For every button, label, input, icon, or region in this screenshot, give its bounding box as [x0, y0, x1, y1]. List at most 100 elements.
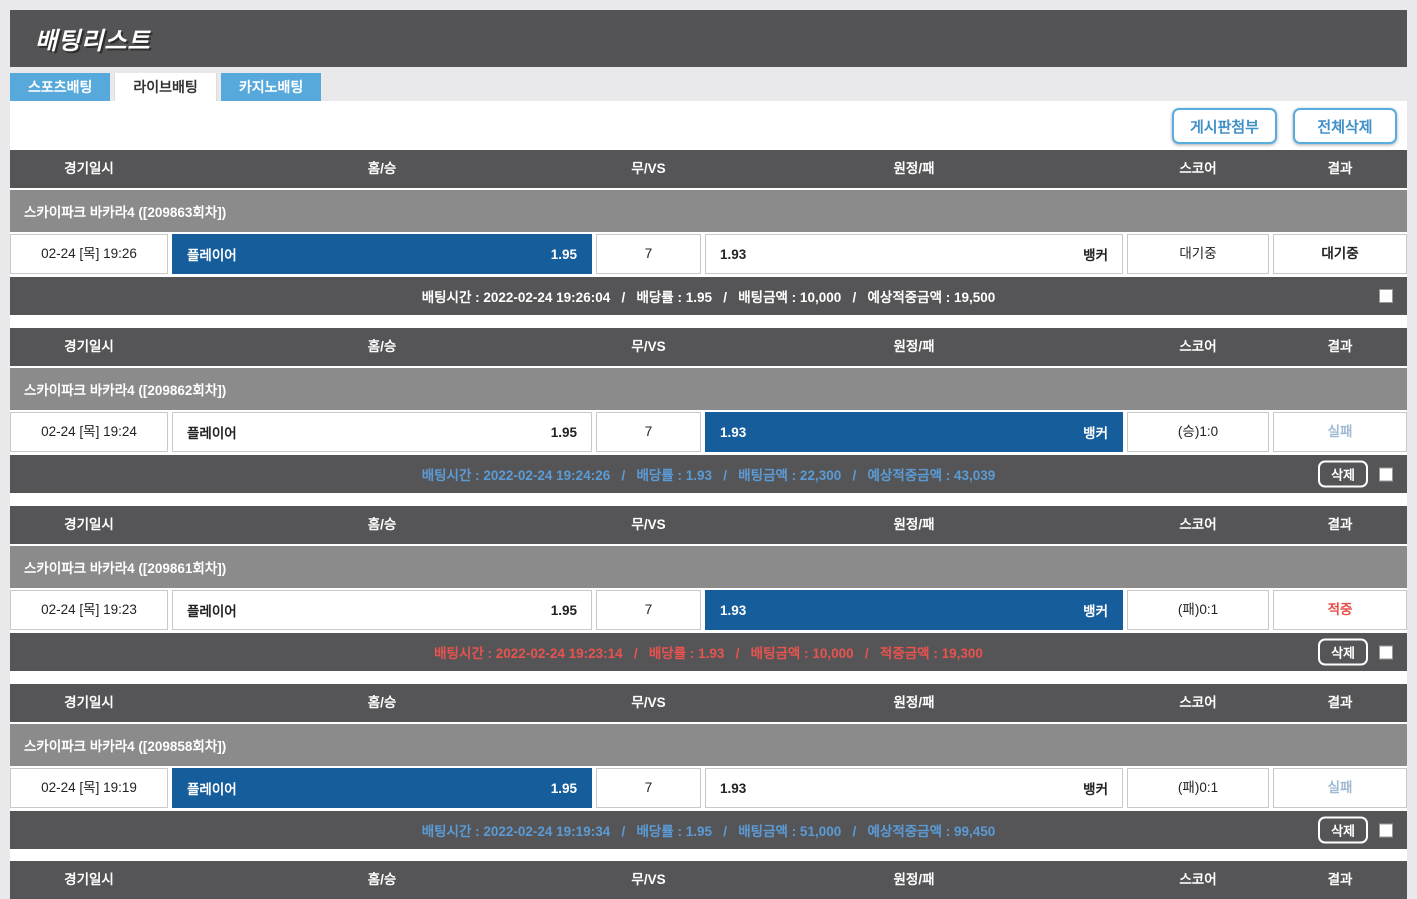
column-header-draw-vs: 무/VS [631, 161, 666, 176]
home-bet-cell: 플레이어 1.95 [172, 412, 592, 452]
row-checkbox[interactable] [1379, 823, 1393, 837]
bet-entry: 경기일시 홈/승 무/VS 원정/패 스코어 결과 스카이파크 바카라4 ([2… [10, 506, 1407, 671]
column-header-home-win: 홈/승 [367, 695, 397, 710]
column-header-score: 스코어 [1179, 872, 1217, 887]
home-odds: 1.95 [550, 246, 577, 262]
bet-row: 02-24 [목] 19:26 플레이어 1.95 7 1.93 뱅커 대기중 … [10, 234, 1407, 274]
home-odds: 1.95 [550, 780, 577, 796]
column-header-datetime: 경기일시 [64, 161, 114, 176]
bet-row: 02-24 [목] 19:23 플레이어 1.95 7 1.93 뱅커 (패)0… [10, 590, 1407, 630]
column-header-result: 결과 [1327, 872, 1353, 887]
home-bet-cell: 플레이어 1.95 [172, 234, 592, 274]
score-cell: (패)0:1 [1127, 768, 1269, 808]
bet-info-actions: 삭제 [1318, 460, 1393, 488]
column-header-score: 스코어 [1179, 161, 1217, 176]
column-header-draw-vs: 무/VS [631, 339, 666, 354]
column-header-score: 스코어 [1179, 339, 1217, 354]
toolbar: 게시판첨부 전체삭제 [10, 101, 1407, 144]
delete-all-button[interactable]: 전체삭제 [1293, 108, 1397, 144]
table-header-row: 경기일시 홈/승 무/VS 원정/패 스코어 결과 [10, 150, 1407, 188]
column-header-draw-vs: 무/VS [631, 695, 666, 710]
away-name: 뱅커 [1083, 782, 1108, 797]
board-attach-button[interactable]: 게시판첨부 [1171, 108, 1277, 144]
tab-sports-betting[interactable]: 스포츠배팅 [10, 73, 111, 101]
game-title-row: 스카이파크 바카라4 ([209862회차]) [10, 368, 1407, 410]
bet-entry: 경기일시 홈/승 무/VS 원정/패 스코어 결과 스카이파크 바카라4 ([2… [10, 150, 1407, 315]
page-frame: 배팅리스트 스포츠배팅 라이브배팅 카지노배팅 게시판첨부 전체삭제 경기일시 … [10, 10, 1407, 899]
game-title-row: 스카이파크 바카라4 ([209863회차]) [10, 190, 1407, 232]
result-text: 대기중 [1273, 234, 1407, 274]
column-header-datetime: 경기일시 [64, 339, 114, 354]
column-header-draw-vs: 무/VS [631, 517, 666, 532]
column-header-result: 결과 [1327, 339, 1353, 354]
game-datetime: 02-24 [목] 19:19 [10, 768, 168, 808]
column-header-home-win: 홈/승 [367, 517, 397, 532]
bet-info-text: 배팅시간 : 2022-02-24 19:23:14 / 배당률 : 1.93 … [434, 646, 983, 661]
tab-live-betting[interactable]: 라이브배팅 [114, 73, 217, 101]
away-bet-cell: 1.93 뱅커 [705, 234, 1123, 274]
bet-row: 02-24 [목] 19:19 플레이어 1.95 7 1.93 뱅커 (패)0… [10, 768, 1407, 808]
away-odds: 1.93 [720, 246, 747, 262]
home-odds: 1.95 [550, 424, 577, 440]
away-name: 뱅커 [1083, 248, 1108, 263]
column-header-result: 결과 [1327, 695, 1353, 710]
home-name: 플레이어 [187, 782, 237, 797]
game-datetime: 02-24 [목] 19:26 [10, 234, 168, 274]
bet-info-text: 배팅시간 : 2022-02-24 19:19:34 / 배당률 : 1.95 … [421, 824, 996, 839]
delete-button[interactable]: 삭제 [1318, 460, 1368, 488]
column-header-away-lose: 원정/패 [893, 161, 935, 176]
away-name: 뱅커 [1083, 426, 1108, 441]
home-name: 플레이어 [187, 248, 237, 263]
column-header-away-lose: 원정/패 [893, 339, 935, 354]
bet-entry: 경기일시 홈/승 무/VS 원정/패 스코어 결과 스카이파크 바카라4 ([2… [10, 684, 1407, 849]
page-title-bar: 배팅리스트 [10, 10, 1407, 67]
tab-bar: 스포츠배팅 라이브배팅 카지노배팅 [10, 73, 1407, 101]
score-cell: (승)1:0 [1127, 412, 1269, 452]
bet-info-row: 배팅시간 : 2022-02-24 19:24:26 / 배당률 : 1.93 … [10, 455, 1407, 493]
column-header-result: 결과 [1327, 517, 1353, 532]
away-name: 뱅커 [1083, 604, 1108, 619]
bet-entries: 경기일시 홈/승 무/VS 원정/패 스코어 결과 스카이파크 바카라4 ([2… [10, 150, 1407, 899]
home-bet-cell: 플레이어 1.95 [172, 590, 592, 630]
delete-button[interactable]: 삭제 [1318, 816, 1368, 844]
row-checkbox[interactable] [1379, 645, 1393, 659]
result-text: 적중 [1273, 590, 1407, 630]
column-header-away-lose: 원정/패 [893, 517, 935, 532]
bet-entry: 경기일시 홈/승 무/VS 원정/패 스코어 결과 스카이파크 바카라4 ([2… [10, 328, 1407, 493]
away-bet-cell: 1.93 뱅커 [705, 768, 1123, 808]
column-header-datetime: 경기일시 [64, 517, 114, 532]
column-header-away-lose: 원정/패 [893, 695, 935, 710]
game-title-row: 스카이파크 바카라4 ([209861회차]) [10, 546, 1407, 588]
delete-button[interactable]: 삭제 [1318, 638, 1368, 666]
column-header-draw-vs: 무/VS [631, 872, 666, 887]
game-title: 스카이파크 바카라4 ([209861회차]) [24, 561, 227, 576]
game-datetime: 02-24 [목] 19:23 [10, 590, 168, 630]
page-title: 배팅리스트 [35, 28, 151, 55]
home-name: 플레이어 [187, 604, 237, 619]
home-odds: 1.95 [550, 602, 577, 618]
content-panel: 게시판첨부 전체삭제 경기일시 홈/승 무/VS 원정/패 스코어 결과 스카이… [10, 101, 1407, 899]
game-title: 스카이파크 바카라4 ([209858회차]) [24, 739, 227, 754]
draw-vs-cell: 7 [596, 590, 701, 630]
bet-info-text: 배팅시간 : 2022-02-24 19:26:04 / 배당률 : 1.95 … [421, 290, 996, 305]
game-title-row: 스카이파크 바카라4 ([209858회차]) [10, 724, 1407, 766]
column-header-score: 스코어 [1179, 695, 1217, 710]
draw-vs-cell: 7 [596, 768, 701, 808]
home-bet-cell: 플레이어 1.95 [172, 768, 592, 808]
tab-casino-betting[interactable]: 카지노배팅 [220, 73, 322, 101]
result-text: 실패 [1273, 768, 1407, 808]
row-checkbox[interactable] [1379, 467, 1393, 481]
column-header-result: 결과 [1327, 161, 1353, 176]
bet-info-row: 배팅시간 : 2022-02-24 19:26:04 / 배당률 : 1.95 … [10, 277, 1407, 315]
away-bet-cell: 1.93 뱅커 [705, 412, 1123, 452]
draw-vs-cell: 7 [596, 412, 701, 452]
bet-info-row: 배팅시간 : 2022-02-24 19:23:14 / 배당률 : 1.93 … [10, 633, 1407, 671]
away-odds: 1.93 [720, 602, 747, 618]
away-bet-cell: 1.93 뱅커 [705, 590, 1123, 630]
column-header-away-lose: 원정/패 [893, 872, 935, 887]
table-header-row: 경기일시 홈/승 무/VS 원정/패 스코어 결과 [10, 506, 1407, 544]
row-checkbox[interactable] [1379, 289, 1393, 303]
game-datetime: 02-24 [목] 19:24 [10, 412, 168, 452]
column-header-home-win: 홈/승 [367, 161, 397, 176]
score-cell: (패)0:1 [1127, 590, 1269, 630]
